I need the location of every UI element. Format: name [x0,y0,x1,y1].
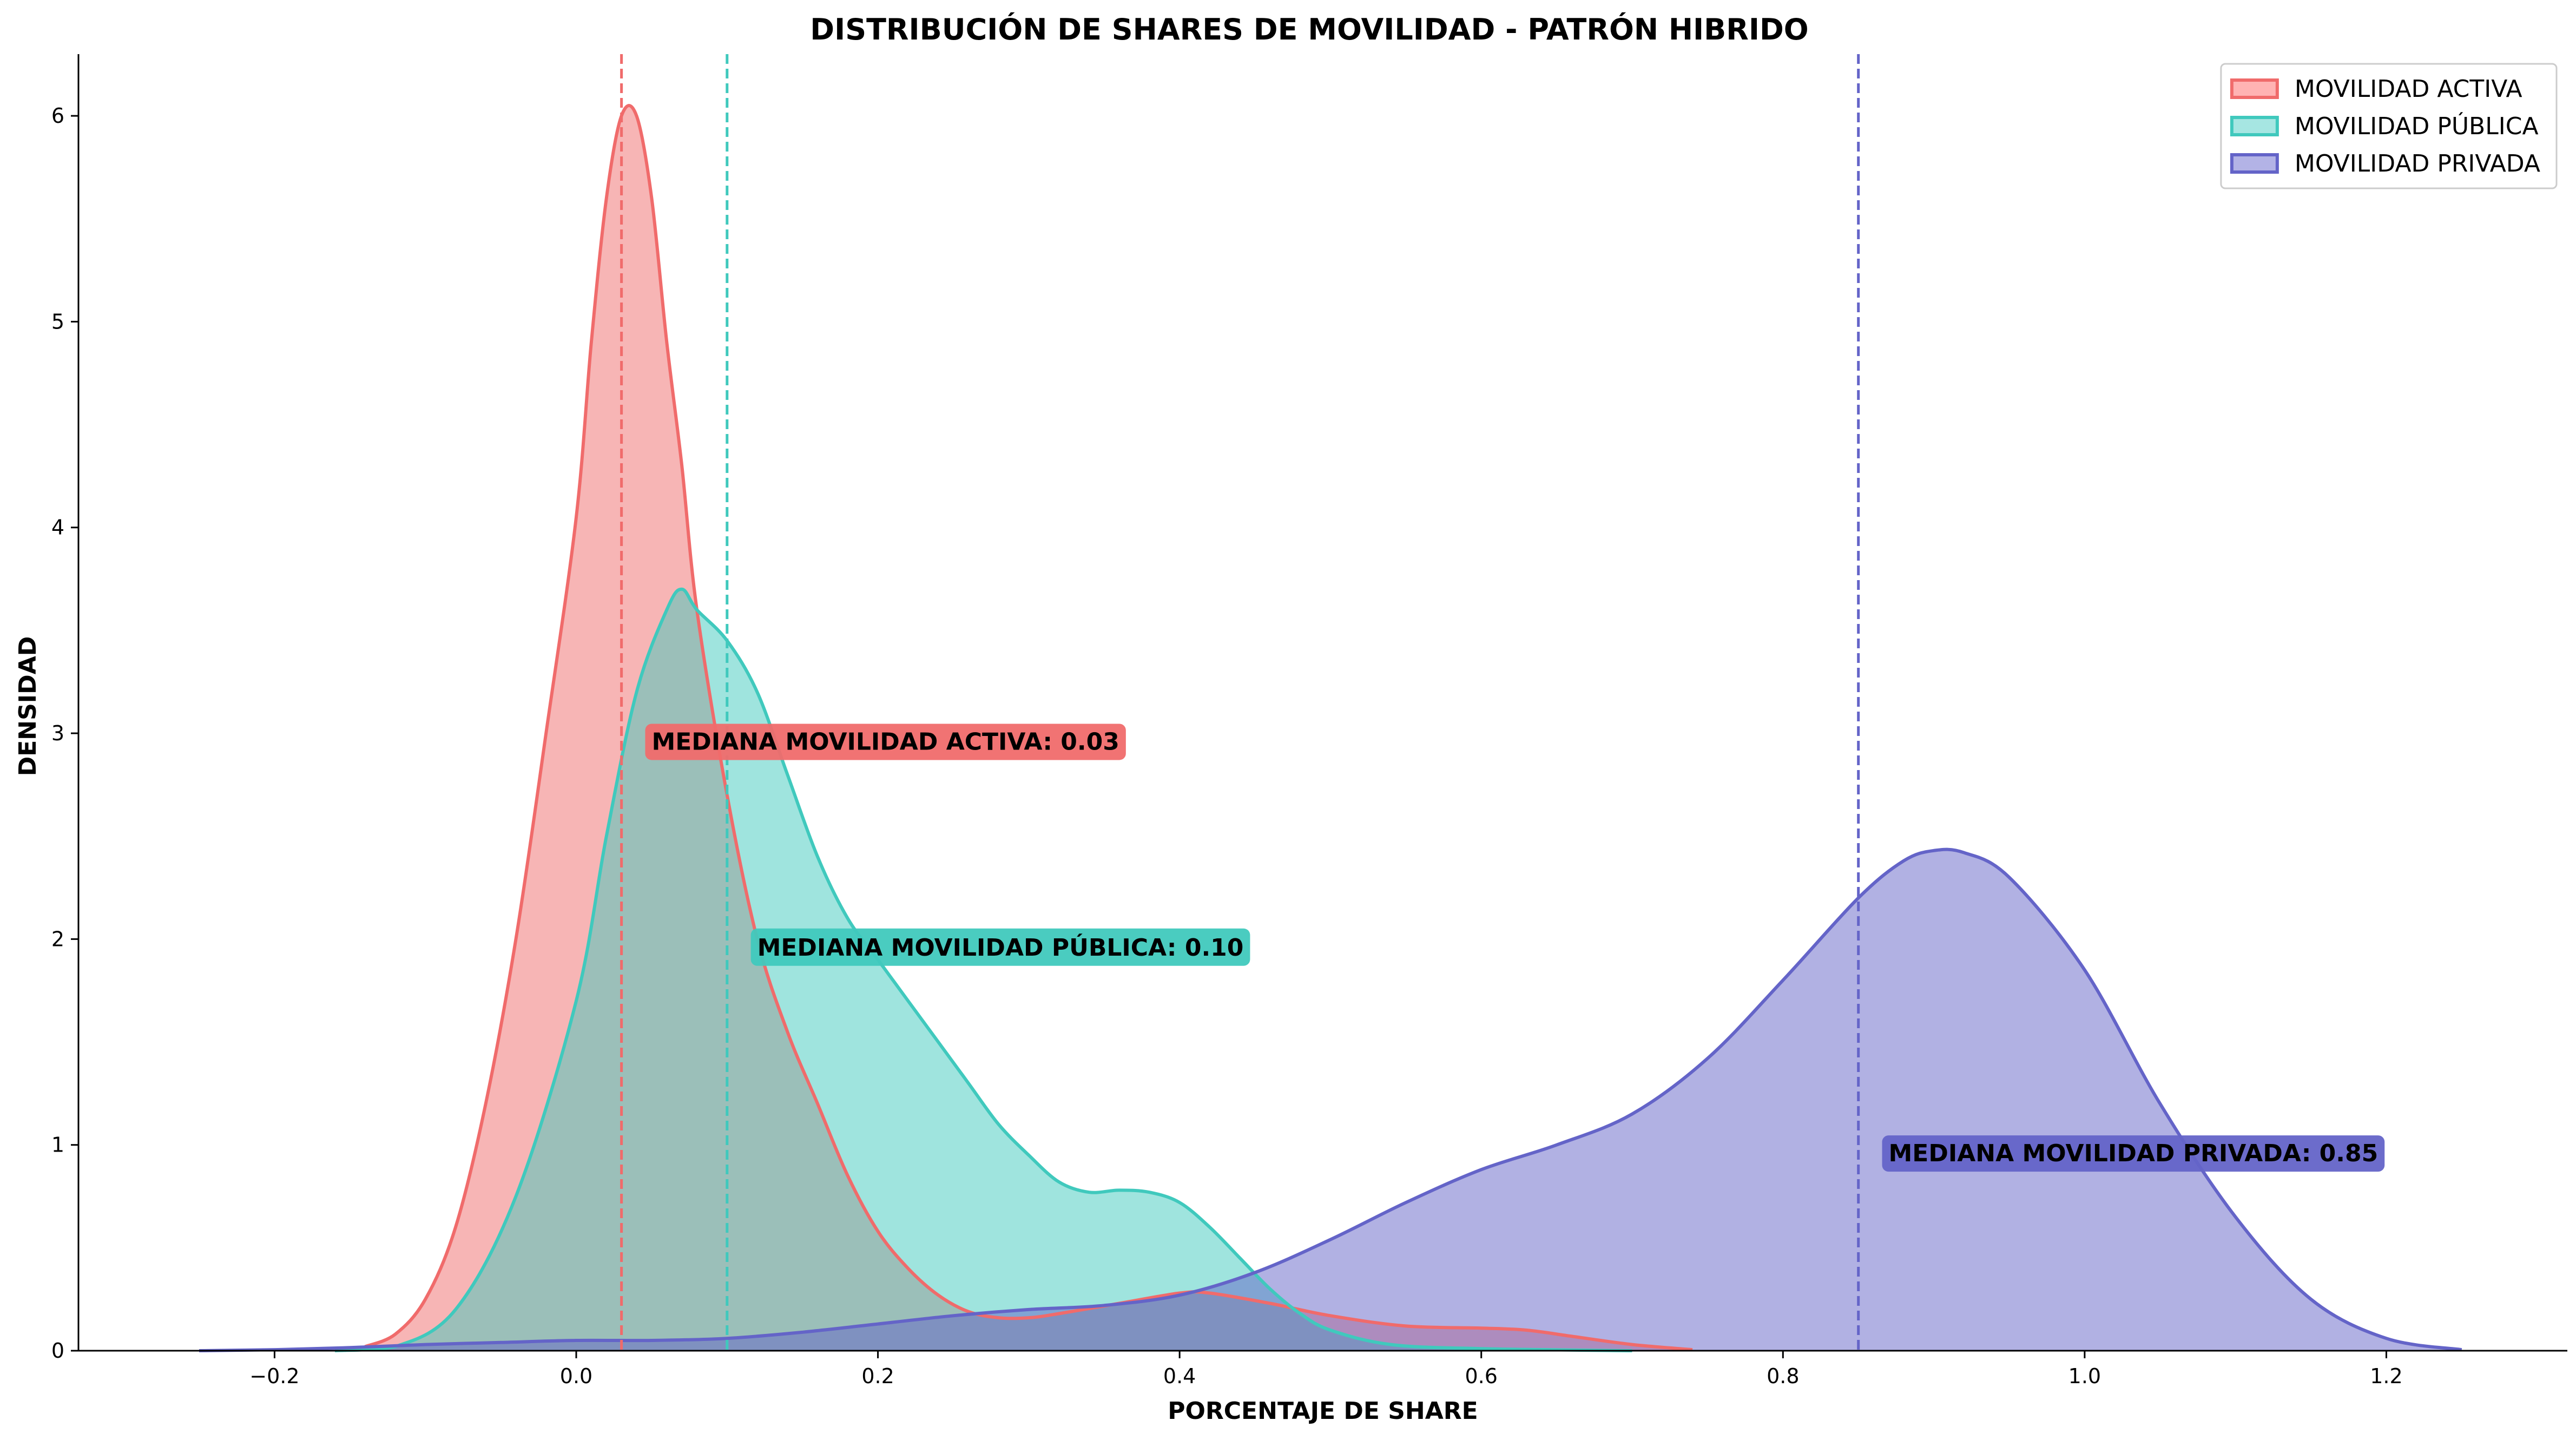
y-tick-label: 1 [51,1133,64,1157]
x-tick-label: 0.2 [861,1364,894,1388]
y-tick-label: 2 [51,927,64,951]
y-tick-label: 0 [51,1339,64,1363]
legend-label-movilidad-activa: MOVILIDAD ACTIVA [2295,75,2522,103]
area-movilidad-publica [334,589,1632,1351]
legend-swatch-movilidad-publica [2230,116,2279,136]
legend-swatch-movilidad-privada [2230,153,2279,174]
line-movilidad-activa [364,104,1693,1352]
x-tick-label: 1.0 [2068,1364,2101,1388]
median-annotation-movilidad-publica: MEDIANA MOVILIDAD PÚBLICA: 0.10 [750,928,1250,966]
legend-swatch-movilidad-activa [2230,78,2279,99]
x-tick-label: 1.2 [2370,1364,2402,1388]
y-axis-title: DENSIDAD [14,636,42,777]
annotation-box [750,928,1250,966]
legend-frame [2220,63,2558,189]
axes [77,54,2567,1352]
legend: MOVILIDAD ACTIVA MOVILIDAD PÚBLICA MOVILID… [2220,63,2558,189]
median-lines [620,54,1860,1351]
x-tick-label: 0.8 [1767,1364,1799,1388]
y-tick-label: 5 [51,310,64,333]
annotation-text: MEDIANA MOVILIDAD PRIVADA: 0.85 [1889,1140,2379,1167]
chart-title: DISTRIBUCIÓN DE SHARES DE MOVILIDAD - PA… [810,12,1808,47]
annotation-box [1882,1135,2385,1172]
annotation-text: MEDIANA MOVILIDAD PÚBLICA: 0.10 [757,933,1244,962]
legend-label-movilidad-publica: MOVILIDAD PÚBLICA [2295,111,2539,140]
y-ticks: 0 1 2 3 4 5 6 [51,104,78,1363]
x-tick-label: 0.0 [560,1364,592,1388]
x-tick-label: 0.6 [1465,1364,1498,1388]
annotation-box [645,724,1126,760]
area-movilidad-privada [199,849,2462,1351]
y-tick-label: 6 [51,104,64,128]
x-ticks: −0.2 0.0 0.2 0.4 0.6 0.8 1.0 1.2 [249,1351,2403,1388]
y-tick-label: 4 [51,516,64,540]
line-movilidad-privada [199,847,2462,1352]
x-axis-title: PORCENTAJE DE SHARE [1168,1397,1478,1425]
median-annotation-movilidad-activa: MEDIANA MOVILIDAD ACTIVA: 0.03 [645,724,1126,760]
annotation-text: MEDIANA MOVILIDAD ACTIVA: 0.03 [651,728,1119,755]
x-tick-label: 0.4 [1163,1364,1196,1388]
legend-label-movilidad-privada: MOVILIDAD PRIVADA [2295,150,2540,177]
y-tick-label: 3 [51,721,64,745]
median-annotation-movilidad-privada: MEDIANA MOVILIDAD PRIVADA: 0.85 [1882,1135,2385,1172]
median-annotations: MEDIANA MOVILIDAD ACTIVA: 0.03 MEDIANA MO… [645,724,2385,1172]
x-tick-label: −0.2 [249,1364,299,1388]
